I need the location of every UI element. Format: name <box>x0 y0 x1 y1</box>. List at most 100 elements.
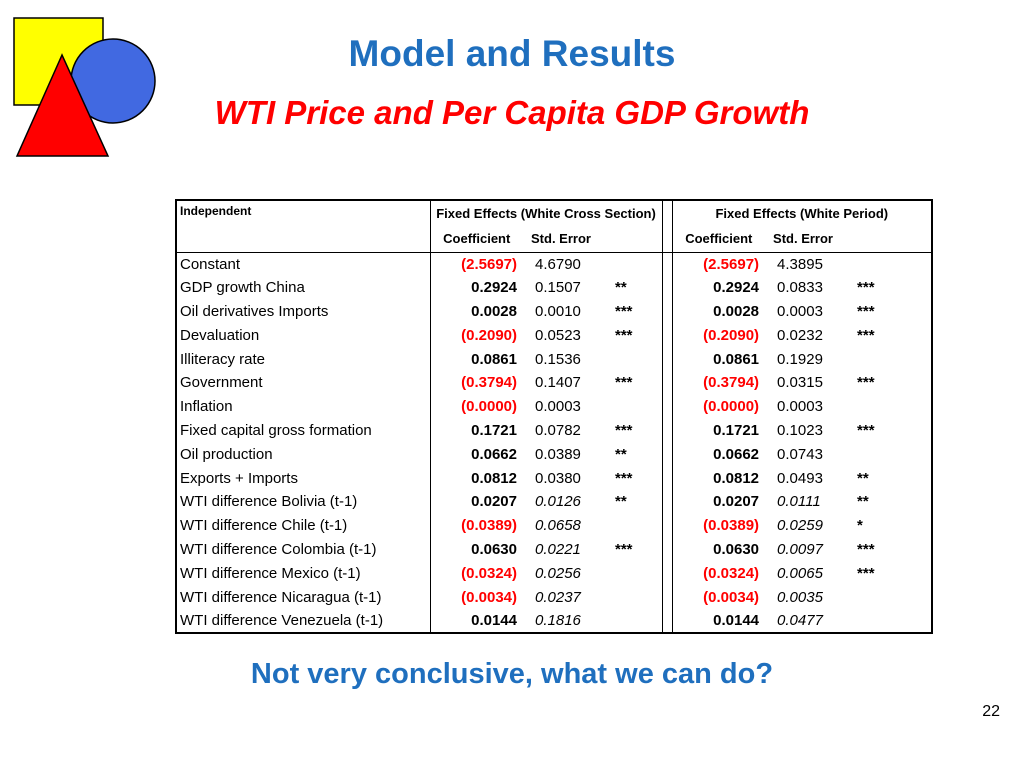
significance-stars: *** <box>615 469 633 487</box>
significance-stars <box>613 347 662 371</box>
std-error-value: 0.0221 <box>535 540 581 558</box>
column-divider <box>661 200 673 253</box>
coefficient-value: 0.0861 <box>713 350 760 368</box>
significance-stars <box>855 609 932 633</box>
significance-stars: *** <box>615 374 633 392</box>
coefficient-value: 0.2924 <box>713 279 760 297</box>
table-row: Fixed capital gross formation 0.1721 0.078… <box>176 418 932 443</box>
table-row: Devaluation (0.2090) 0.0523 *** (0.2090) 0.02… <box>176 323 932 348</box>
significance-stars <box>613 395 662 419</box>
coefficient-value: (0.0324) <box>461 564 517 582</box>
significance-stars: *** <box>857 302 875 320</box>
coefficient-value: (0.0389) <box>703 517 760 535</box>
column-divider <box>661 299 673 324</box>
column-divider <box>661 561 673 586</box>
col-header-coefficient: Coefficient <box>672 226 766 253</box>
variable-name: WTI difference Colombia (t-1) <box>176 537 431 562</box>
table-row: Exports + Imports 0.0812 0.0380 *** 0.0812 0.… <box>176 466 932 490</box>
variable-name: WTI difference Venezuela (t-1) <box>176 608 431 633</box>
std-error-value: 0.0658 <box>535 517 581 535</box>
significance-stars: ** <box>857 469 869 487</box>
coefficient-value: (2.5697) <box>703 255 760 273</box>
table-subheader-row: Coefficient Std. Error Coefficient Std. … <box>176 226 933 253</box>
table-row: GDP growth China 0.2924 0.1507 ** 0.2924 0.08… <box>176 275 932 300</box>
significance-stars <box>613 514 662 538</box>
variable-name: WTI difference Mexico (t-1) <box>176 561 431 586</box>
std-error-value: 0.0477 <box>777 611 823 629</box>
coefficient-value: 0.0207 <box>471 493 517 511</box>
col-group-header-cross-section: Fixed Effects (White Cross Section) <box>436 206 656 221</box>
variable-name: Government <box>176 370 431 395</box>
significance-stars: * <box>857 517 863 535</box>
table-row: Government (0.3794) 0.1407 *** (0.3794) 0.031… <box>176 370 932 395</box>
variable-name: Illiteracy rate <box>176 347 431 371</box>
significance-stars: ** <box>615 493 627 511</box>
std-error-value: 0.0743 <box>777 445 823 463</box>
coefficient-value: (0.3794) <box>703 374 760 392</box>
column-divider <box>661 347 673 371</box>
results-table-body: Constant (2.5697) 4.6790 (2.5697) 4.3895 GDP … <box>176 252 932 633</box>
significance-stars: *** <box>857 421 875 439</box>
significance-stars: ** <box>857 493 869 511</box>
std-error-value: 0.0833 <box>777 279 823 297</box>
coefficient-value: 0.1721 <box>713 421 760 439</box>
variable-name: Oil derivatives Imports <box>176 299 431 324</box>
page-number: 22 <box>982 703 1000 720</box>
coefficient-value: (0.0324) <box>703 564 760 582</box>
variable-name: WTI difference Chile (t-1) <box>176 513 431 538</box>
table-row: WTI difference Nicaragua (t-1) (0.0034) 0.… <box>176 585 932 609</box>
col-header-std-error: Std. Error <box>765 226 856 253</box>
coefficient-value: 0.0662 <box>713 445 760 463</box>
std-error-value: 4.3895 <box>777 255 823 273</box>
col-header-independent: Independent <box>176 200 431 253</box>
std-error-value: 0.0003 <box>535 398 581 416</box>
results-table-container: Independent Fixed Effects (White Cross S… <box>175 199 934 634</box>
std-error-value: 0.0523 <box>535 326 581 344</box>
significance-stars <box>855 442 932 466</box>
significance-stars <box>855 347 932 371</box>
significance-stars: *** <box>857 564 875 582</box>
col-group-header-period: Fixed Effects (White Period) <box>715 206 889 221</box>
std-error-value: 0.0256 <box>535 564 581 582</box>
variable-name: Constant <box>176 252 431 276</box>
variable-name: Exports + Imports <box>176 466 431 490</box>
coefficient-value: (2.5697) <box>461 255 517 273</box>
coefficient-value: (0.2090) <box>703 326 760 344</box>
coefficient-value: (0.0034) <box>461 588 517 606</box>
logo-triangle <box>15 53 110 157</box>
significance-stars: *** <box>857 279 875 297</box>
std-error-value: 0.0259 <box>777 517 823 535</box>
coefficient-value: 0.0662 <box>471 445 517 463</box>
col-header-coefficient: Coefficient <box>430 226 523 253</box>
coefficient-value: 0.1721 <box>471 421 517 439</box>
std-error-value: 0.1023 <box>777 421 823 439</box>
std-error-value: 0.0126 <box>535 493 581 511</box>
coefficient-value: (0.2090) <box>461 326 517 344</box>
coefficient-value: (0.3794) <box>461 374 517 392</box>
std-error-value: 0.1816 <box>535 611 581 629</box>
coefficient-value: 0.0028 <box>471 302 517 320</box>
conclusion-text: Not very conclusive, what we can do? <box>250 658 774 690</box>
table-row: Oil production 0.0662 0.0389 ** 0.0662 0.0743 <box>176 442 932 467</box>
coefficient-value: 0.0812 <box>471 469 517 487</box>
column-divider <box>661 537 673 562</box>
coefficient-value: (0.0389) <box>461 517 517 535</box>
std-error-value: 0.0010 <box>535 302 581 320</box>
slide-subtitle: WTI Price and Per Capita GDP Growth <box>214 94 810 131</box>
coefficient-value: (0.0034) <box>703 588 760 606</box>
coefficient-value: 0.0028 <box>713 302 760 320</box>
coefficient-value: (0.0000) <box>703 398 760 416</box>
std-error-value: 0.0065 <box>777 564 823 582</box>
variable-name: GDP growth China <box>176 275 431 300</box>
std-error-value: 0.0003 <box>777 302 823 320</box>
table-row: WTI difference Chile (t-1) (0.0389) 0.0658… <box>176 513 932 538</box>
coefficient-value: 0.2924 <box>471 279 517 297</box>
significance-stars: *** <box>857 374 875 392</box>
significance-stars: ** <box>615 445 627 463</box>
column-divider <box>661 489 673 514</box>
coefficient-value: 0.0812 <box>713 469 760 487</box>
std-error-value: 0.0111 <box>777 493 821 511</box>
table-group-header-row: Independent Fixed Effects (White Cross S… <box>176 200 932 253</box>
std-error-value: 0.0237 <box>535 588 581 606</box>
coefficient-value: 0.0861 <box>471 350 517 368</box>
